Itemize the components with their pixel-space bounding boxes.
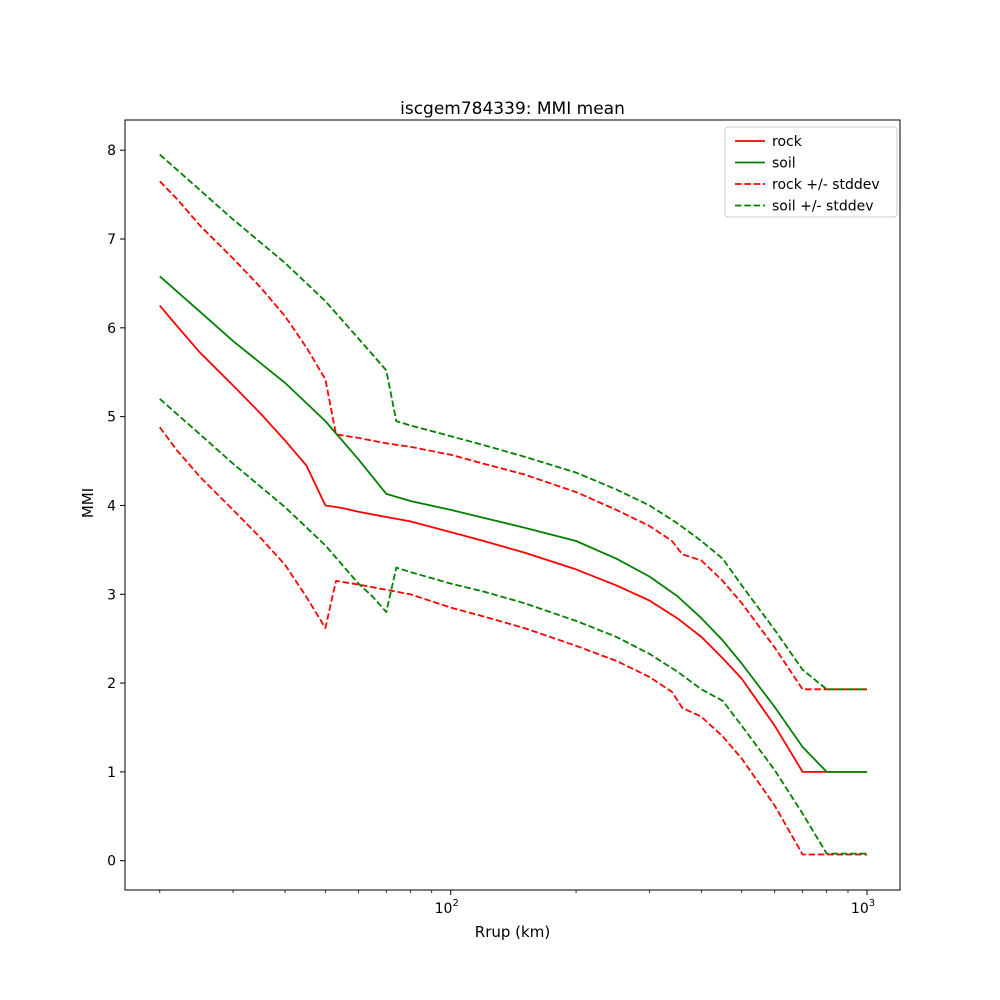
legend-label: soil bbox=[772, 156, 796, 172]
chart-title: iscgem784339: MMI mean bbox=[400, 99, 625, 119]
y-axis-label: MMI bbox=[79, 487, 97, 519]
y-tick-label: 6 bbox=[107, 321, 116, 337]
x-axis-label: Rrup (km) bbox=[474, 923, 551, 941]
y-tick-label: 2 bbox=[107, 676, 116, 692]
y-tick-label: 5 bbox=[107, 410, 116, 426]
x-tick-label: 103 bbox=[851, 898, 875, 917]
series-soil-upper-stddev bbox=[159, 153, 867, 691]
y-tick-label: 7 bbox=[107, 232, 116, 248]
series-rock-upper-stddev bbox=[159, 180, 867, 691]
series-soil-lower-stddev bbox=[159, 398, 867, 855]
series-rock-mean bbox=[159, 305, 867, 773]
y-tick-label: 3 bbox=[107, 587, 116, 603]
legend-label: rock bbox=[772, 134, 803, 150]
axes-frame bbox=[124, 119, 901, 891]
x-tick-label: 102 bbox=[435, 898, 459, 917]
y-tick-label: 0 bbox=[107, 854, 116, 870]
y-tick-label: 8 bbox=[107, 143, 116, 159]
series-soil-mean bbox=[159, 275, 867, 773]
series-rock-lower-stddev bbox=[159, 426, 867, 856]
y-tick-label: 1 bbox=[107, 765, 116, 781]
legend-label: soil +/- stddev bbox=[772, 199, 874, 215]
y-tick-label: 4 bbox=[107, 498, 116, 514]
legend-label: rock +/- stddev bbox=[772, 177, 880, 193]
legend-box bbox=[724, 126, 898, 218]
